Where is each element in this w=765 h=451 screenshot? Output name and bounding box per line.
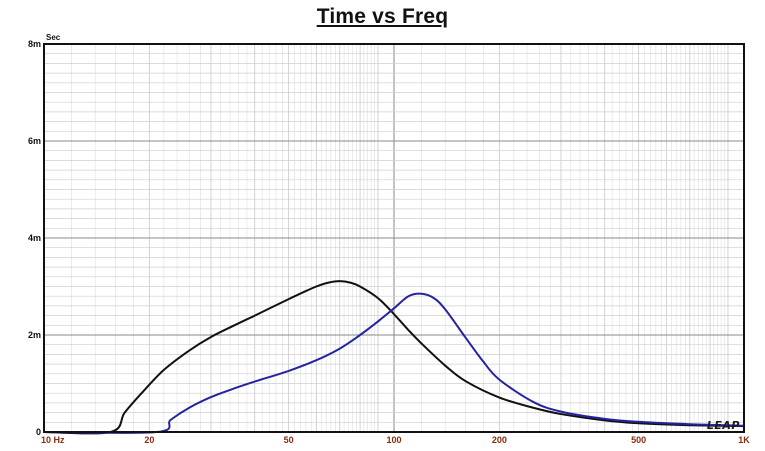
x-tick-label: 100 bbox=[386, 435, 401, 445]
curves bbox=[43, 280, 745, 435]
x-tick-label: 50 bbox=[284, 435, 294, 445]
leap-logo: LEAP bbox=[707, 419, 740, 432]
y-tick-label: 4m bbox=[28, 233, 41, 243]
y-unit-label: Sec bbox=[46, 33, 61, 42]
y-tick-label: 2m bbox=[28, 330, 41, 340]
chart-title: Time vs Freq bbox=[316, 5, 449, 28]
y-tick-label: 8m bbox=[28, 39, 41, 49]
x-tick-label: 1K bbox=[738, 435, 750, 445]
grid bbox=[43, 44, 744, 432]
series-line-1 bbox=[43, 280, 745, 435]
x-tick-label: 500 bbox=[631, 435, 646, 445]
y-tick-labels: 0 2m 4m 6m 8m bbox=[28, 39, 41, 437]
series-line-2 bbox=[43, 292, 745, 434]
y-tick-label: 0 bbox=[36, 427, 41, 437]
plot-frame bbox=[43, 43, 745, 433]
y-tick-label: 6m bbox=[28, 136, 41, 146]
x-tick-label: 20 bbox=[144, 435, 154, 445]
x-tick-labels: 10 Hz 20 50 100 200 500 1K bbox=[41, 435, 750, 445]
x-tick-label: 10 Hz bbox=[41, 435, 65, 445]
x-tick-label: 200 bbox=[492, 435, 507, 445]
